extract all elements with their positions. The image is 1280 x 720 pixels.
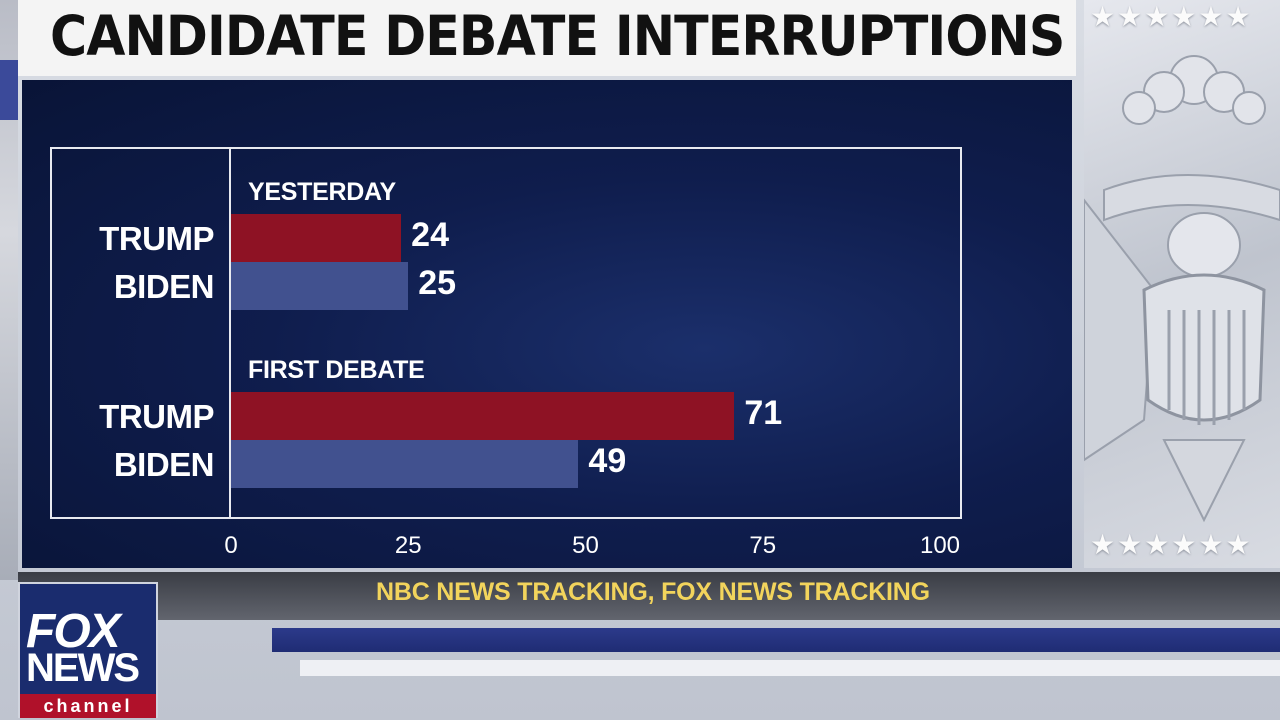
data-label: 71: [744, 394, 783, 432]
presidential-seal-graphic: ★★★★★★ ★★★★★★: [1084, 0, 1280, 568]
logo-news-text: NEWS: [26, 646, 140, 690]
y-axis-line: [229, 147, 231, 519]
bar: [231, 214, 402, 262]
row-label: TRUMP: [99, 220, 214, 257]
row-label: BIDEN: [113, 268, 215, 305]
bar: [231, 262, 409, 310]
row-label: TRUMP: [99, 398, 214, 435]
x-tick-label: 50: [572, 532, 599, 559]
stars-decoration-bottom: ★★★★★★: [1090, 528, 1253, 561]
group-label: YESTERDAY: [248, 178, 396, 206]
data-label: 25: [418, 264, 457, 302]
chart-panel: YESTERDAY TRUMP 24 BIDEN 25 FIRST DEBATE TRUMP…: [22, 80, 1072, 568]
x-tick-label: 100: [919, 532, 961, 559]
title-bar: CANDIDATE DEBATE INTERRUPTIONS: [18, 0, 1076, 76]
white-ribbon-decoration: [300, 660, 1280, 676]
logo-channel-text: channel: [20, 694, 156, 718]
left-decoration: [0, 0, 18, 580]
x-tick-label: 25: [394, 532, 422, 559]
chart-title: CANDIDATE DEBATE INTERRUPTIONS: [50, 4, 1065, 68]
row-label: BIDEN: [113, 446, 215, 483]
fox-news-logo: FOX NEWS channel: [18, 582, 158, 718]
x-tick-label: 0: [224, 532, 238, 559]
x-tick-label: 75: [749, 532, 777, 559]
blue-ribbon-decoration: [272, 628, 1280, 652]
data-label: 49: [588, 442, 627, 480]
source-caption: NBC NEWS TRACKING, FOX NEWS TRACKING: [376, 578, 930, 606]
eagle-seal-icon: [1084, 55, 1280, 523]
logo-fox-text: FOX: [26, 605, 121, 658]
bar: [231, 440, 579, 488]
left-blue-band: [0, 60, 18, 120]
stars-decoration-top: ★★★★★★: [1090, 0, 1253, 33]
bar: [231, 392, 735, 440]
plot-frame: [50, 147, 962, 519]
group-label: FIRST DEBATE: [248, 356, 425, 384]
data-label: 24: [411, 216, 449, 254]
source-band: [18, 572, 1280, 620]
